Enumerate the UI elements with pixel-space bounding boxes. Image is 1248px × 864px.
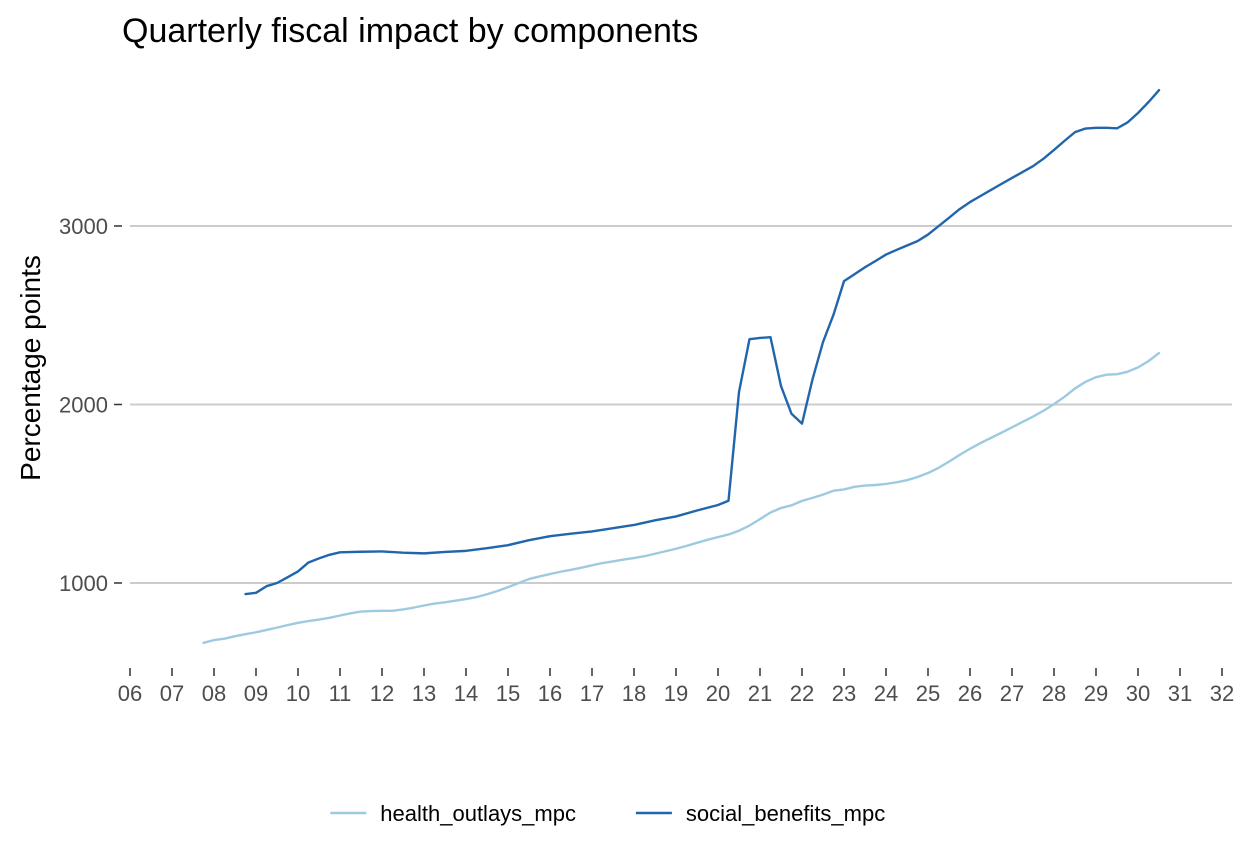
legend-item-social-benefits-mpc: social_benefits_mpc xyxy=(635,801,885,826)
series-lines xyxy=(202,88,1161,644)
x-tick-label-2030: 30 xyxy=(1126,681,1150,706)
x-tick-label-2019: 19 xyxy=(664,681,688,706)
x-tick-label-2007: 07 xyxy=(160,681,184,706)
x-tick-label-2012: 12 xyxy=(370,681,394,706)
x-tick-label-2017: 17 xyxy=(580,681,604,706)
x-tick-label-2031: 31 xyxy=(1168,681,1192,706)
series-line-health-outlays-mpc xyxy=(202,351,1161,644)
legend-label: social_benefits_mpc xyxy=(686,801,885,826)
x-tick-label-2013: 13 xyxy=(412,681,436,706)
gridlines xyxy=(130,225,1232,584)
legend-label: health_outlays_mpc xyxy=(380,801,576,826)
x-tick-label-2014: 14 xyxy=(454,681,478,706)
x-tick-label-2010: 10 xyxy=(286,681,310,706)
legend: health_outlays_mpc social_benefits_mpc xyxy=(330,801,885,826)
y-tick-label-2000: 2000 xyxy=(59,393,108,418)
x-tick-label-2022: 22 xyxy=(790,681,814,706)
x-tick-label-2025: 25 xyxy=(916,681,940,706)
x-tick-label-2028: 28 xyxy=(1042,681,1066,706)
x-tick-label-2016: 16 xyxy=(538,681,562,706)
x-tick-label-2018: 18 xyxy=(622,681,646,706)
x-axis-ticks: 06 07 08 09 10 11 12 13 14 15 16 17 18 19 20 21 22 23 24 25… xyxy=(118,668,1234,706)
x-tick-label-2009: 09 xyxy=(244,681,268,706)
series-line-social-benefits-mpc xyxy=(244,88,1161,596)
chart-title: Quarterly fiscal impact by components xyxy=(122,12,698,50)
x-tick-label-2027: 27 xyxy=(1000,681,1024,706)
y-tick-label-1000: 1000 xyxy=(59,571,108,596)
x-tick-label-2023: 23 xyxy=(832,681,856,706)
x-tick-label-2021: 21 xyxy=(748,681,772,706)
x-tick-label-2006: 06 xyxy=(118,681,142,706)
x-tick-label-2026: 26 xyxy=(958,681,982,706)
x-tick-label-2024: 24 xyxy=(874,681,898,706)
y-axis-label: Percentage points xyxy=(15,255,46,481)
y-axis-ticks: 1000 2000 3000 xyxy=(59,214,122,596)
x-tick-label-2015: 15 xyxy=(496,681,520,706)
x-tick-label-2011: 11 xyxy=(329,681,352,706)
x-tick-label-2029: 29 xyxy=(1084,681,1108,706)
x-tick-label-2008: 08 xyxy=(202,681,226,706)
x-tick-label-2020: 20 xyxy=(706,681,730,706)
x-tick-label-2032: 32 xyxy=(1210,681,1234,706)
legend-item-health-outlays-mpc: health_outlays_mpc xyxy=(330,801,576,826)
y-tick-label-3000: 3000 xyxy=(59,214,108,239)
